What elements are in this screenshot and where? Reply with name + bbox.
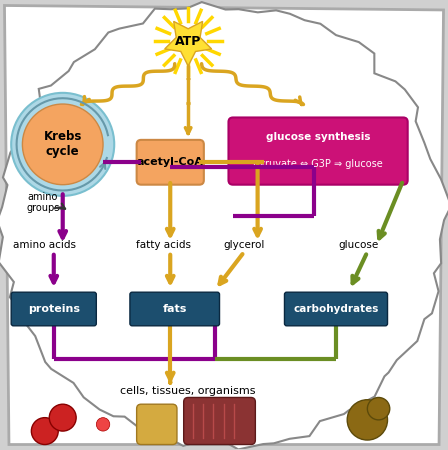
Text: glucose synthesis: glucose synthesis	[266, 131, 370, 141]
Text: fatty acids: fatty acids	[136, 240, 191, 250]
FancyBboxPatch shape	[137, 140, 204, 184]
Text: ATP: ATP	[175, 35, 201, 48]
Circle shape	[96, 418, 110, 431]
FancyBboxPatch shape	[130, 292, 220, 326]
Text: fats: fats	[163, 304, 187, 314]
FancyBboxPatch shape	[228, 117, 408, 184]
Text: glycerol: glycerol	[224, 240, 265, 250]
Polygon shape	[4, 5, 444, 445]
Circle shape	[49, 404, 76, 431]
Text: amino acids: amino acids	[13, 240, 76, 250]
Circle shape	[22, 104, 103, 184]
Text: acetyl-CoA: acetyl-CoA	[137, 158, 204, 167]
Text: pyruvate ⇔ G3P ⇒ glucose: pyruvate ⇔ G3P ⇒ glucose	[253, 159, 383, 169]
Circle shape	[11, 93, 114, 196]
Text: proteins: proteins	[28, 304, 80, 314]
Circle shape	[347, 400, 388, 440]
Text: carbohydrates: carbohydrates	[293, 304, 379, 314]
FancyBboxPatch shape	[184, 397, 255, 445]
Text: cells, tissues, organisms: cells, tissues, organisms	[121, 386, 256, 396]
Text: Krebs
cycle: Krebs cycle	[43, 130, 82, 158]
Polygon shape	[165, 22, 211, 66]
Text: amino
groups: amino groups	[27, 192, 60, 213]
FancyBboxPatch shape	[11, 292, 96, 326]
Circle shape	[367, 397, 390, 420]
FancyBboxPatch shape	[137, 404, 177, 445]
Circle shape	[31, 418, 58, 445]
Text: glucose: glucose	[338, 240, 379, 250]
FancyBboxPatch shape	[284, 292, 388, 326]
